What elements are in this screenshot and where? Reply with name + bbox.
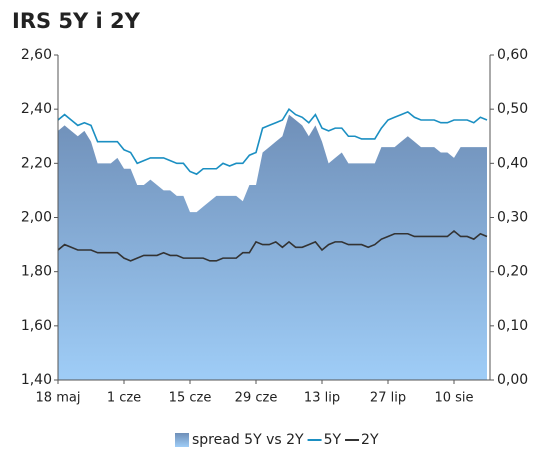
y-tick-label: 2,20 [21,155,52,171]
y2-tick-label: 0,30 [497,210,528,226]
x-tick-label: 13 lip [304,391,340,406]
x-tick-label: 27 lip [370,391,406,406]
y-tick-label: 1,40 [21,372,52,388]
legend-label: 5Y [324,432,342,448]
spread-area [58,114,487,380]
y2-tick-label: 0,10 [497,318,528,334]
x-tick-label: 15 cze [169,391,212,406]
chart-title: IRS 5Y i 2Y [12,9,141,33]
y-tick-label: 1,60 [21,318,52,334]
y-tick-label: 2,00 [21,210,52,226]
legend-swatch [175,433,189,447]
series-line [57,107,488,176]
y2-tick-label: 0,20 [497,264,528,280]
legend-label: 2Y [361,432,379,448]
y2-tick-label: 0,60 [497,47,528,63]
y-tick-label: 2,40 [21,101,52,117]
x-tick-label: 1 cze [107,391,141,406]
y-tick-label: 2,60 [21,47,52,63]
series-line [57,230,488,262]
legend-label: spread 5Y vs 2Y [192,432,304,448]
y2-tick-label: 0,50 [497,101,528,117]
x-tick-label: 29 cze [235,391,278,406]
legend: spread 5Y vs 2Y 5Y 2Y [175,432,379,448]
x-tick-label: 18 maj [36,391,81,406]
y2-tick-label: 0,00 [497,372,528,388]
y-tick-label: 1,80 [21,264,52,280]
x-tick-label: 10 sie [434,391,473,406]
y2-tick-label: 0,40 [497,155,528,171]
